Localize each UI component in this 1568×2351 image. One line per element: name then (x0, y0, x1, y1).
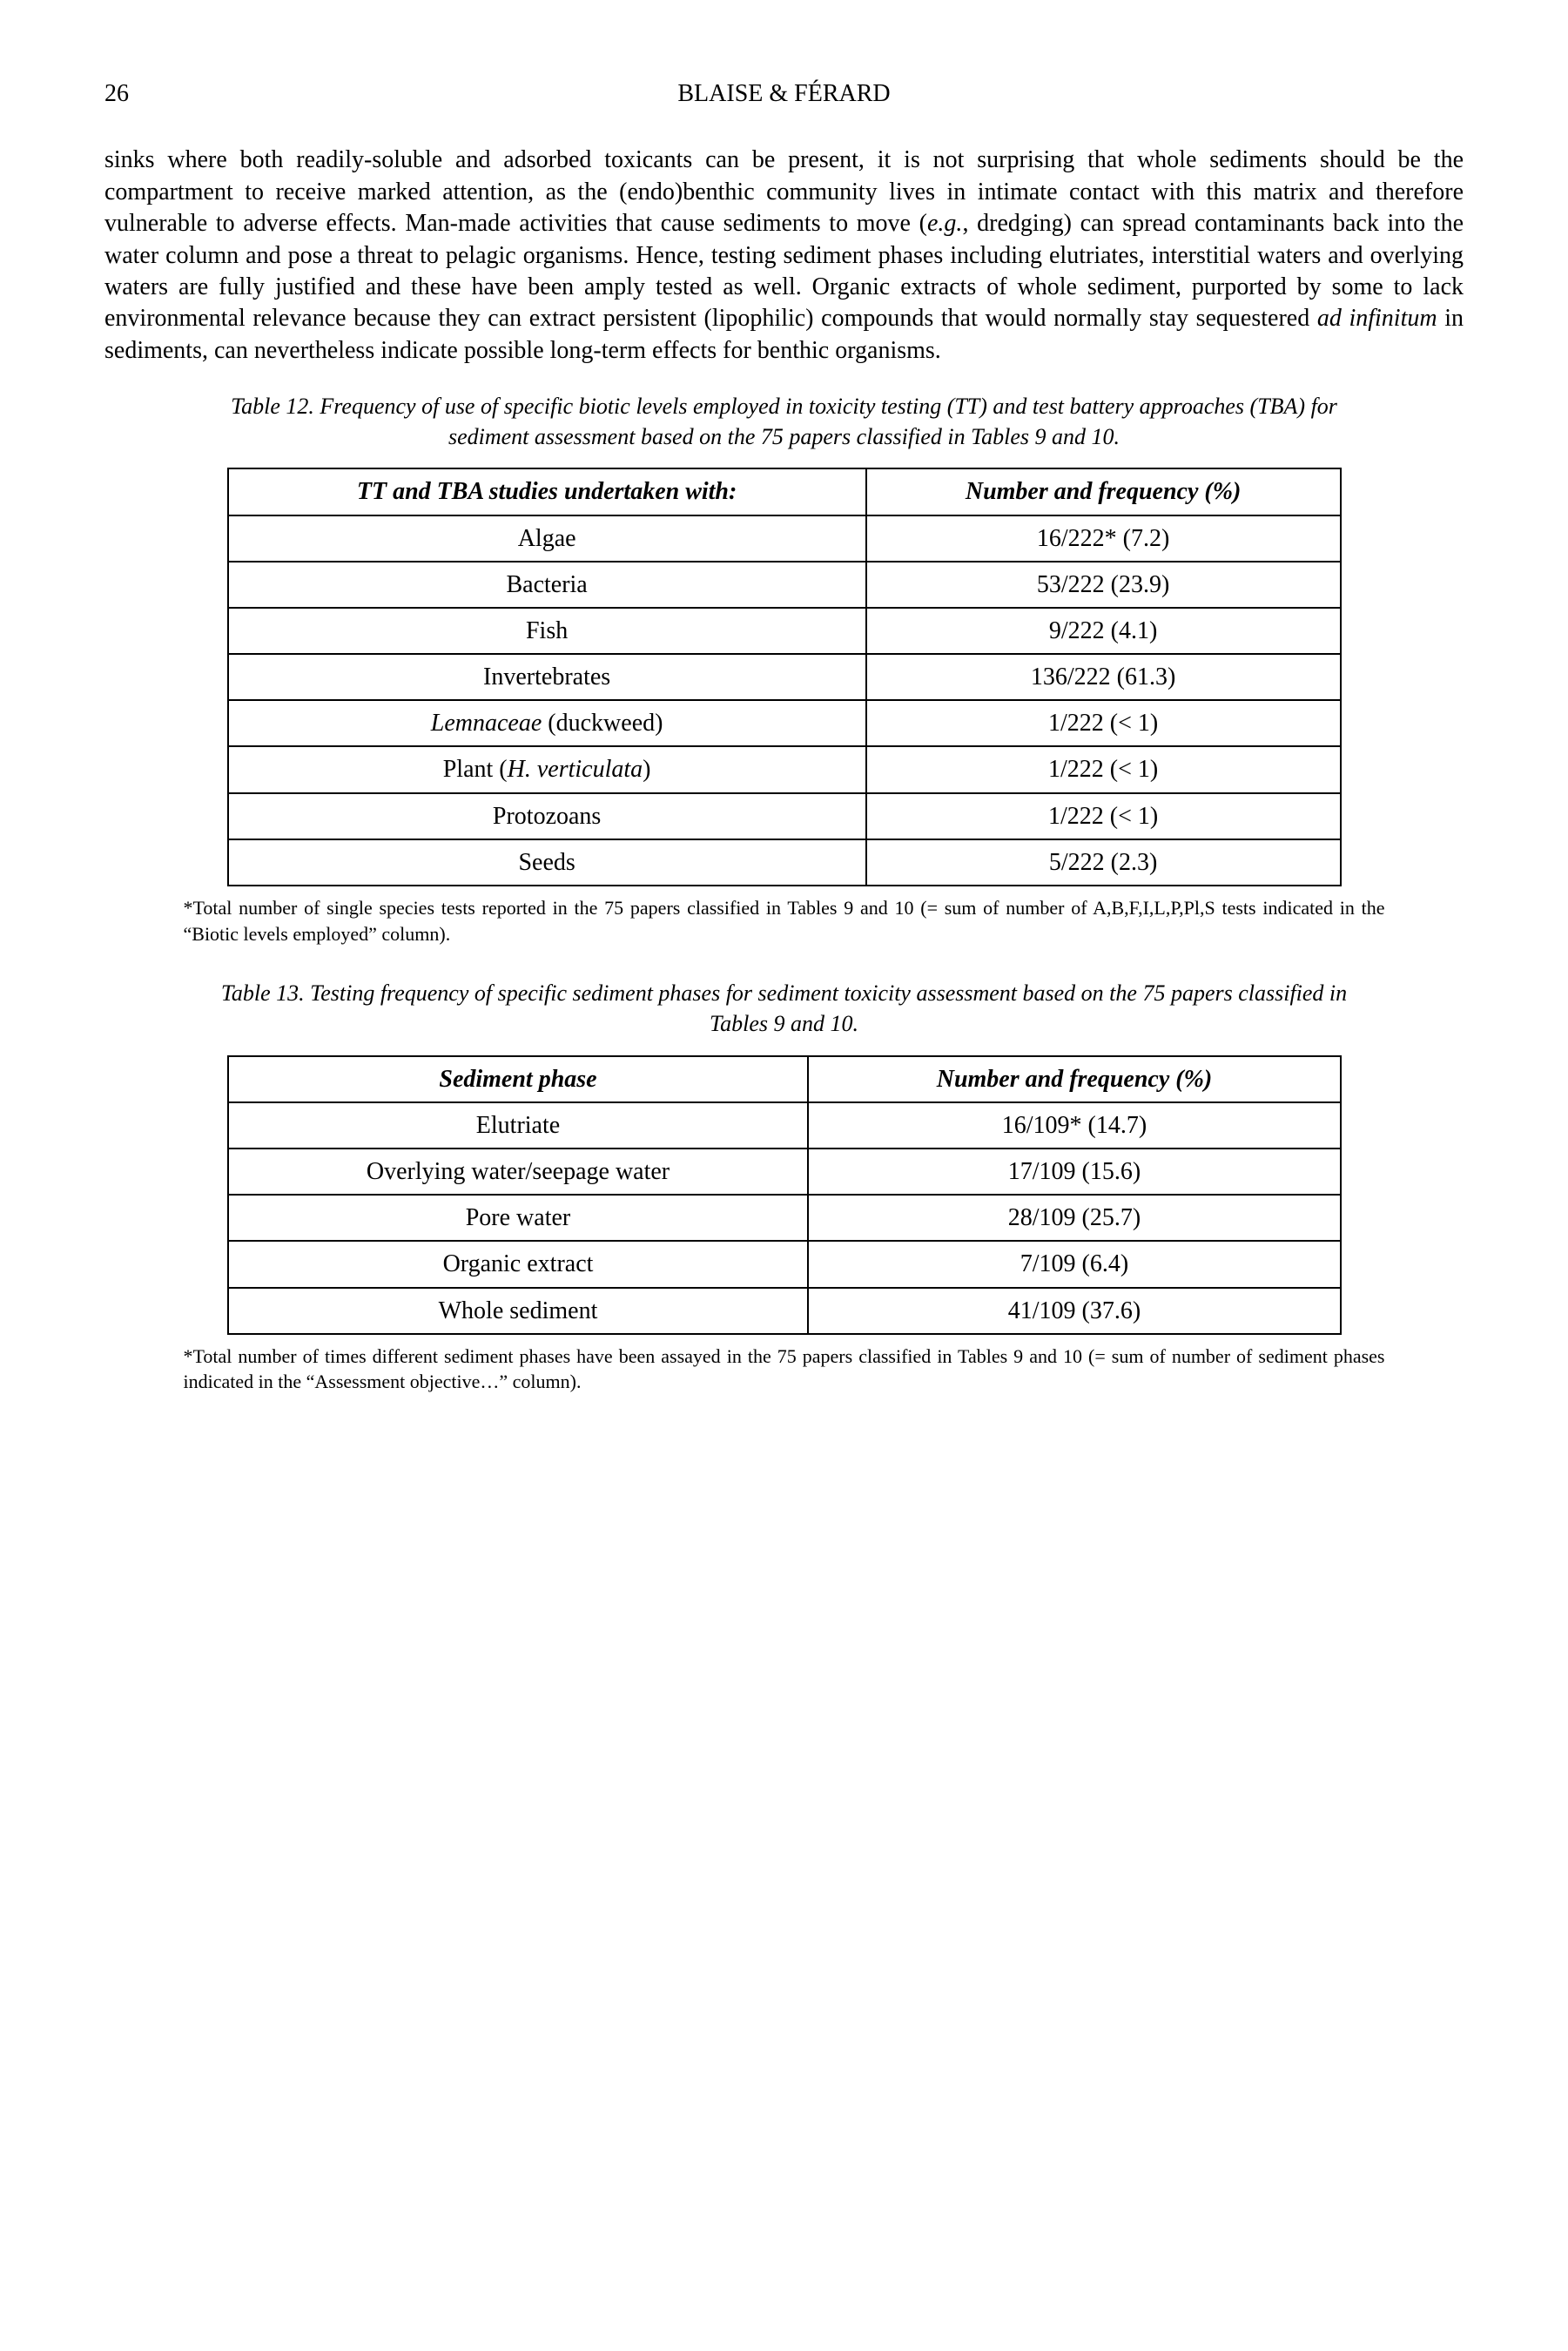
table-header-row: TT and TBA studies undertaken with: Numb… (228, 468, 1341, 515)
cell: 16/222* (7.2) (866, 515, 1341, 562)
cell: 16/109* (14.7) (808, 1102, 1340, 1149)
cell: 53/222 (23.9) (866, 562, 1341, 608)
table-row: Lemnaceae (duckweed) 1/222 (< 1) (228, 700, 1341, 746)
cell: 1/222 (< 1) (866, 746, 1341, 792)
cell: Plant (H. verticulata) (228, 746, 866, 792)
table13: Sediment phase Number and frequency (%) … (227, 1055, 1342, 1335)
cell: 28/109 (25.7) (808, 1195, 1340, 1241)
cell: Organic extract (228, 1241, 809, 1287)
running-head: BLAISE & FÉRARD (677, 78, 890, 110)
cell: Pore water (228, 1195, 809, 1241)
cell: Algae (228, 515, 866, 562)
cell: Lemnaceae (duckweed) (228, 700, 866, 746)
cell: Fish (228, 608, 866, 654)
cell: Elutriate (228, 1102, 809, 1149)
table13-footnote: *Total number of times different sedimen… (184, 1344, 1385, 1395)
table-header-row: Sediment phase Number and frequency (%) (228, 1056, 1341, 1102)
cell: 7/109 (6.4) (808, 1241, 1340, 1287)
cell: 41/109 (37.6) (808, 1288, 1340, 1334)
table-row: Organic extract 7/109 (6.4) (228, 1241, 1341, 1287)
cell: Seeds (228, 839, 866, 886)
table-row: Invertebrates 136/222 (61.3) (228, 654, 1341, 700)
table-row: Elutriate 16/109* (14.7) (228, 1102, 1341, 1149)
cell: Whole sediment (228, 1288, 809, 1334)
page-number: 26 (104, 78, 129, 110)
table12-caption: Table 12. Frequency of use of specific b… (197, 391, 1372, 452)
table12-col1-header: TT and TBA studies undertaken with: (228, 468, 866, 515)
table-row: Seeds 5/222 (2.3) (228, 839, 1341, 886)
table12: TT and TBA studies undertaken with: Numb… (227, 468, 1342, 886)
cell: 17/109 (15.6) (808, 1149, 1340, 1195)
table-row: Protozoans 1/222 (< 1) (228, 793, 1341, 839)
table-row: Overlying water/seepage water 17/109 (15… (228, 1149, 1341, 1195)
page-header: 26 BLAISE & FÉRARD (104, 78, 1464, 110)
cell: 9/222 (4.1) (866, 608, 1341, 654)
table12-col2-header: Number and frequency (%) (866, 468, 1341, 515)
table-row: Plant (H. verticulata) 1/222 (< 1) (228, 746, 1341, 792)
table-row: Fish 9/222 (4.1) (228, 608, 1341, 654)
table-row: Algae 16/222* (7.2) (228, 515, 1341, 562)
cell: 1/222 (< 1) (866, 793, 1341, 839)
table-row: Bacteria 53/222 (23.9) (228, 562, 1341, 608)
body-paragraph: sinks where both readily-soluble and ads… (104, 145, 1464, 367)
table12-footnote: *Total number of single species tests re… (184, 895, 1385, 946)
cell: Invertebrates (228, 654, 866, 700)
cell: 1/222 (< 1) (866, 700, 1341, 746)
table-row: Whole sediment 41/109 (37.6) (228, 1288, 1341, 1334)
cell: Bacteria (228, 562, 866, 608)
table13-col2-header: Number and frequency (%) (808, 1056, 1340, 1102)
cell: 136/222 (61.3) (866, 654, 1341, 700)
cell: Overlying water/seepage water (228, 1149, 809, 1195)
table13-caption: Table 13. Testing frequency of specific … (197, 978, 1372, 1039)
table13-col1-header: Sediment phase (228, 1056, 809, 1102)
table-row: Pore water 28/109 (25.7) (228, 1195, 1341, 1241)
cell: 5/222 (2.3) (866, 839, 1341, 886)
cell: Protozoans (228, 793, 866, 839)
